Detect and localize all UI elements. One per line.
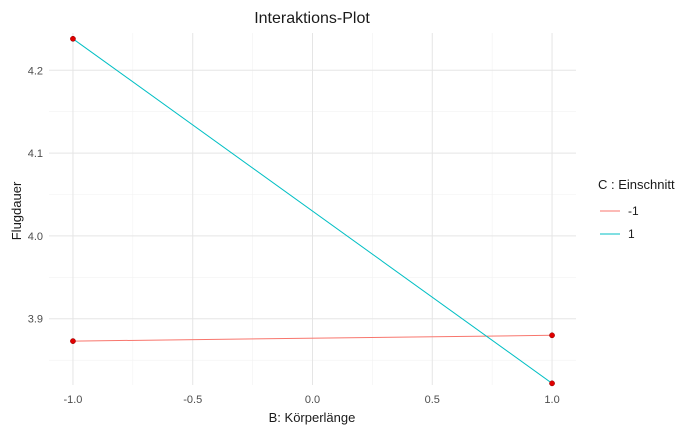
series-layer (72, 38, 553, 384)
x-tick-label: -0.5 (183, 394, 202, 406)
y-tick-label: 4.0 (28, 231, 43, 243)
series-line (72, 38, 553, 384)
y-axis-title: Flugdauer (9, 181, 24, 240)
legend: C : Einschnitt -1 1 (598, 177, 675, 241)
grid (49, 33, 576, 385)
y-tick-label: 3.9 (28, 314, 43, 326)
legend-label: 1 (628, 227, 635, 241)
x-tick-label: -1.0 (63, 394, 82, 406)
legend-title: C : Einschnitt (598, 177, 675, 192)
series-line (72, 334, 553, 342)
data-point (70, 35, 76, 42)
points-layer (70, 35, 555, 387)
data-point (549, 332, 555, 339)
y-tick-label: 4.1 (28, 148, 43, 160)
data-point (549, 380, 555, 387)
legend-label: -1 (628, 204, 639, 218)
data-point (70, 338, 76, 344)
x-tick-label: 0.0 (305, 394, 320, 406)
x-axis-title: B: Körperlänge (269, 410, 356, 425)
legend-items: -1 1 (600, 204, 639, 241)
y-tick-labels: 3.9 4.0 4.1 4.2 (28, 65, 43, 325)
x-tick-labels: -1.0 -0.5 0.0 0.5 1.0 (63, 394, 559, 406)
x-tick-label: 0.5 (425, 394, 440, 406)
y-tick-label: 4.2 (28, 65, 43, 77)
x-tick-label: 1.0 (544, 394, 559, 406)
chart-title: Interaktions-Plot (254, 10, 370, 27)
